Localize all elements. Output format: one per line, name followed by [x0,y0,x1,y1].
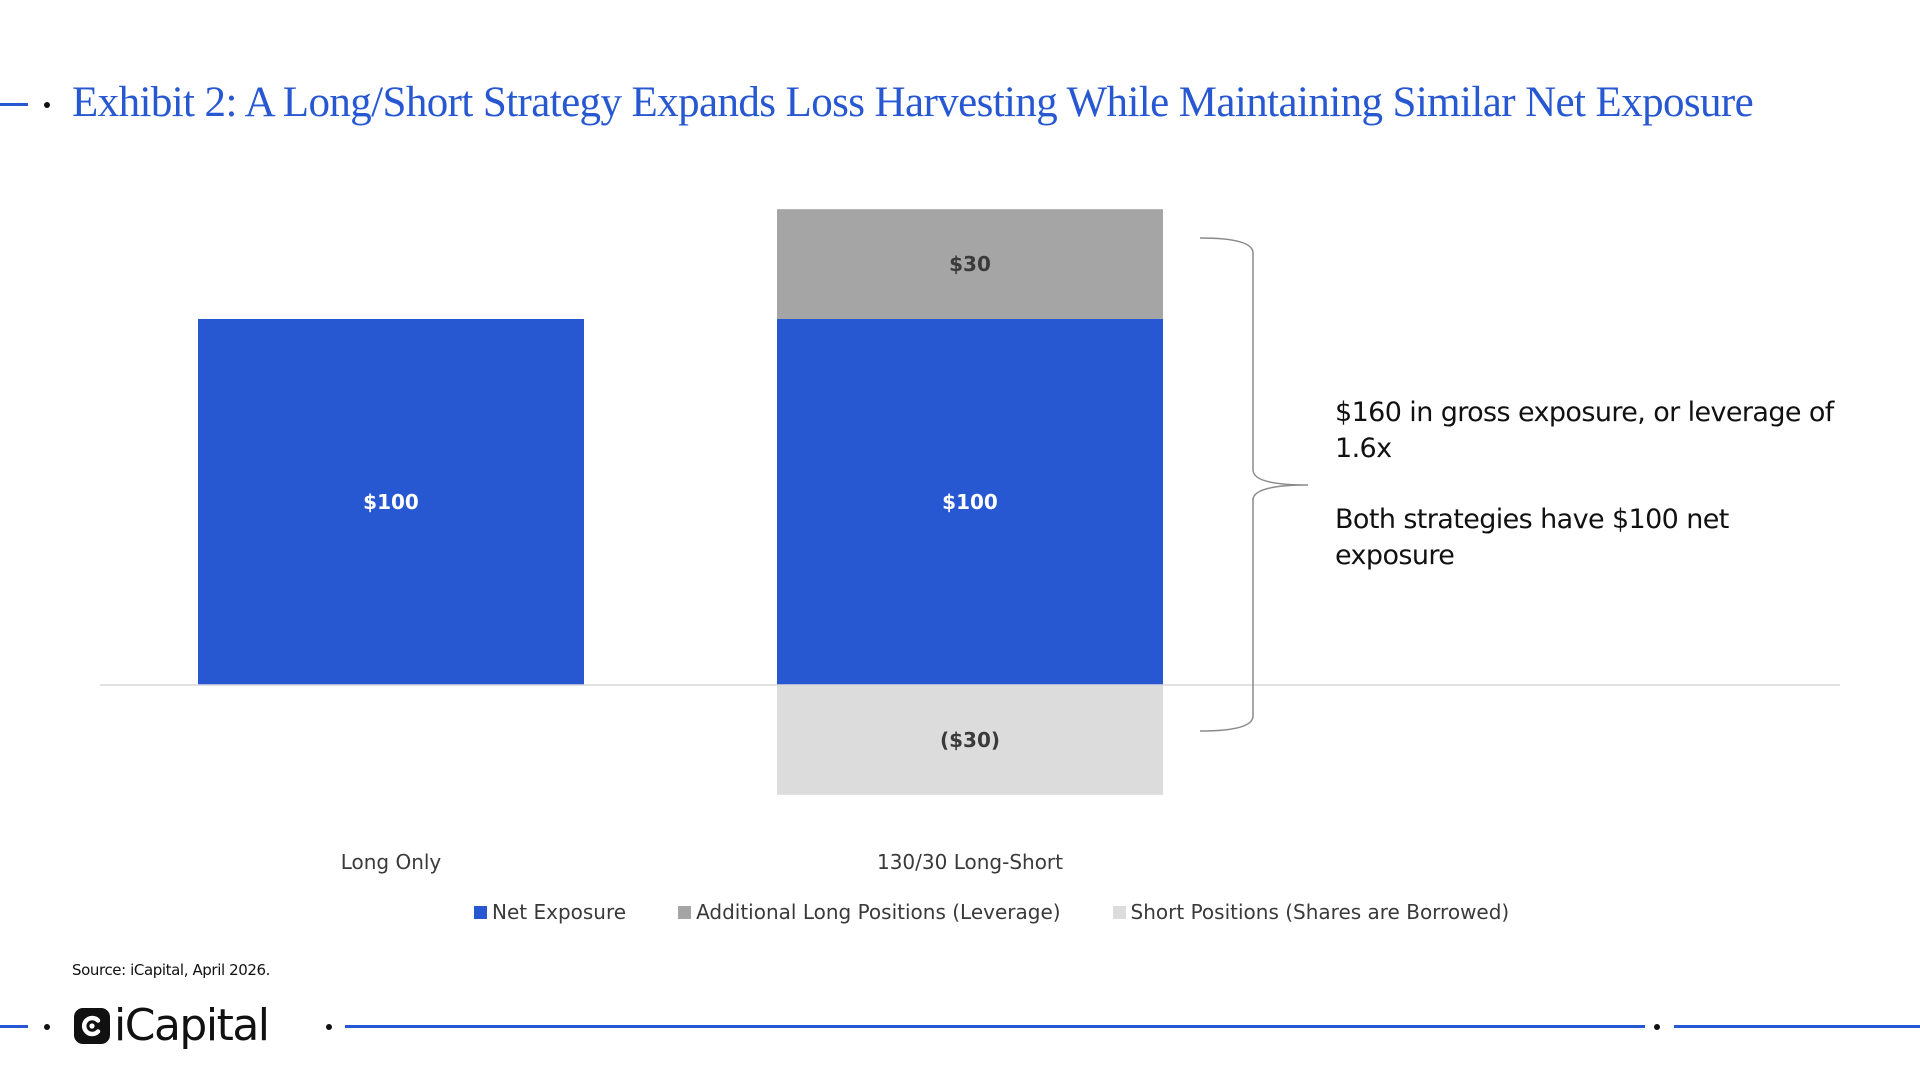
footer-rule [345,1025,1645,1028]
category-label: 130/30 Long-Short [877,850,1063,874]
legend-swatch [1112,905,1126,919]
bar-value-label: $100 [363,490,419,514]
legend-swatch [678,905,692,919]
title-rule [0,103,28,106]
bar-segment-0-1 [777,319,1163,685]
chart-legend: Net Exposure Additional Long Positions (L… [474,900,1561,924]
bar-value-label: $30 [949,252,991,276]
source-note: Source: iCapital, April 2026. [72,961,271,979]
page-title: Exhibit 2: A Long/Short Strategy Expands… [72,79,1754,126]
category-label: Long Only [341,850,442,874]
bar-segment-0-0 [198,319,584,685]
chart-bars: $100 $100 $30 ($30) [198,209,1163,795]
legend-label: Short Positions (Shares are Borrowed) [1130,900,1510,924]
footer-rule-left [0,1025,28,1028]
category-labels: Long Only 130/30 Long-Short [341,850,1063,874]
footer-dot-left [44,1024,50,1030]
footer-dot-mid [326,1024,332,1030]
legend-item-0: Net Exposure [474,900,626,924]
title-dot [44,102,50,108]
gross-exposure-brace [1199,237,1309,732]
legend-label: Additional Long Positions (Leverage) [696,900,1061,924]
bar-segment-2-1 [777,685,1163,795]
icapital-logo-icon [74,1008,110,1044]
legend-swatch [474,905,487,919]
bar-value-label: ($30) [940,728,1000,752]
legend-item-1: Additional Long Positions (Leverage) [678,900,1061,924]
net-exposure-note: Both strategies have $100 net exposure [1335,504,1729,571]
bar-segment-1-1 [777,209,1163,319]
exposure-annotation: $160 in gross exposure, or leverage of 1… [1335,395,1835,574]
gross-exposure-note: $160 in gross exposure, or leverage of 1… [1335,397,1834,464]
icapital-logo: iCapital [74,1000,270,1051]
logo-text: iCapital [114,1000,270,1051]
footer-rule-right [1674,1025,1920,1028]
legend-item-2: Short Positions (Shares are Borrowed) [1112,900,1510,924]
bar-value-label: $100 [942,490,998,514]
footer-dot-right [1654,1024,1660,1030]
legend-label: Net Exposure [492,900,627,924]
